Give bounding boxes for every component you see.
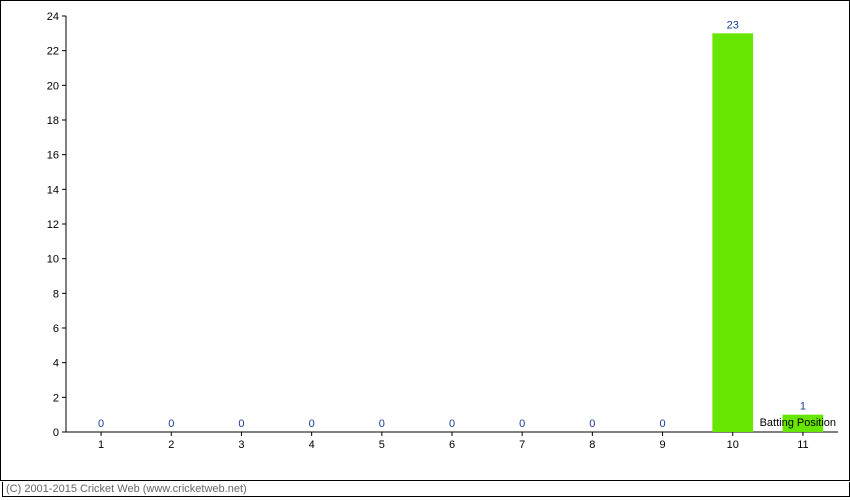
y-tick-label: 10 bbox=[47, 254, 59, 266]
x-tick-label: 1 bbox=[98, 439, 104, 451]
y-tick-label: 22 bbox=[47, 46, 59, 58]
bar-value-label: 0 bbox=[379, 418, 385, 430]
x-tick-label: 5 bbox=[379, 439, 385, 451]
y-tick-label: 4 bbox=[53, 358, 59, 370]
y-axis: 024681012141618202224 bbox=[47, 12, 66, 439]
bar-value-label: 0 bbox=[659, 418, 665, 430]
x-tick-label: 8 bbox=[589, 439, 595, 451]
y-tick-label: 20 bbox=[47, 80, 59, 92]
y-tick-label: 14 bbox=[47, 184, 59, 196]
y-tick-label: 6 bbox=[53, 323, 59, 335]
bar-value-label: 23 bbox=[727, 19, 739, 31]
x-axis: 1 2 3 4 5 6 7 8 9 10 11 bbox=[66, 432, 838, 451]
bars-group: 0 0 0 0 0 0 0 0 0 23 1 bbox=[98, 19, 823, 432]
x-tick-label: 11 bbox=[797, 439, 808, 451]
bar bbox=[712, 33, 753, 432]
y-tick-label: 18 bbox=[47, 115, 59, 127]
x-tick-label: 6 bbox=[449, 439, 455, 451]
y-tick-label: 2 bbox=[53, 392, 59, 404]
chart-svg: 024681012141618202224 1234567891011 0000… bbox=[42, 12, 842, 462]
copyright-text: (C) 2001-2015 Cricket Web (www.cricketwe… bbox=[2, 482, 850, 497]
y-tick-label: 16 bbox=[47, 150, 59, 162]
bar-value-label: 0 bbox=[168, 418, 174, 430]
chart-container: 024681012141618202224 1234567891011 0000… bbox=[0, 0, 850, 500]
x-tick-label: 3 bbox=[238, 439, 244, 451]
x-tick-label: 7 bbox=[519, 439, 525, 451]
x-axis-label: Batting Position bbox=[760, 417, 836, 429]
x-tick-label: 4 bbox=[309, 439, 315, 451]
bar-value-label: 0 bbox=[449, 418, 455, 430]
bar-value-label: 0 bbox=[309, 418, 315, 430]
x-tick-label: 2 bbox=[168, 439, 174, 451]
x-tick-label: 9 bbox=[659, 439, 665, 451]
y-tick-label: 0 bbox=[53, 427, 59, 439]
y-tick-label: 24 bbox=[47, 12, 59, 23]
bar-value-label: 0 bbox=[589, 418, 595, 430]
bar-value-label: 0 bbox=[98, 418, 104, 430]
bar-value-label: 1 bbox=[800, 401, 806, 413]
bar-value-label: 0 bbox=[519, 418, 525, 430]
bar-value-label: 0 bbox=[238, 418, 244, 430]
y-tick-label: 8 bbox=[53, 288, 59, 300]
y-tick-label: 12 bbox=[47, 219, 59, 231]
x-tick-label: 10 bbox=[727, 439, 739, 451]
